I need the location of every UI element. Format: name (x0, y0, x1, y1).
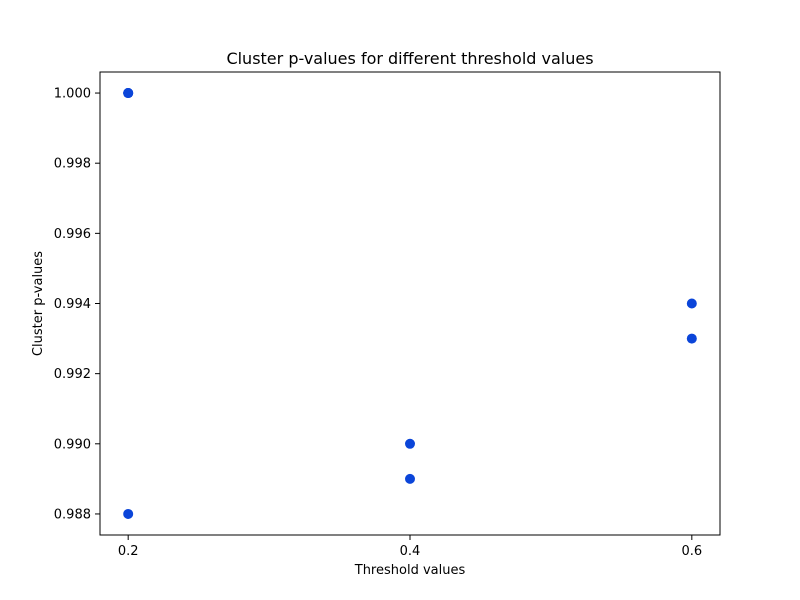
x-tick-label: 0.2 (118, 544, 139, 559)
y-tick-label: 1.000 (54, 87, 91, 102)
x-tick-label: 0.4 (400, 544, 421, 559)
y-tick-label: 0.990 (54, 437, 91, 452)
data-point (405, 473, 415, 484)
chart-title: Cluster p-values for different threshold… (226, 49, 593, 68)
y-axis-title: Cluster p-values (31, 251, 46, 356)
data-point (686, 333, 697, 344)
x-axis-title: Threshold values (354, 563, 466, 578)
x-axis: 0.2 0.4 0.6 (118, 535, 702, 559)
data-point (123, 508, 134, 519)
y-tick-label: 0.988 (54, 507, 91, 522)
plot-area (123, 88, 697, 519)
y-tick-label: 0.992 (54, 367, 91, 382)
y-tick-label: 0.994 (54, 297, 91, 312)
y-tick-label: 0.996 (54, 227, 91, 242)
data-point (123, 88, 134, 99)
y-axis: 0.988 0.990 0.992 0.994 0.996 0.998 1.000 (54, 87, 100, 522)
x-tick-label: 0.6 (681, 544, 702, 559)
data-point (405, 438, 415, 449)
data-point (686, 298, 697, 309)
y-tick-label: 0.998 (54, 157, 91, 172)
